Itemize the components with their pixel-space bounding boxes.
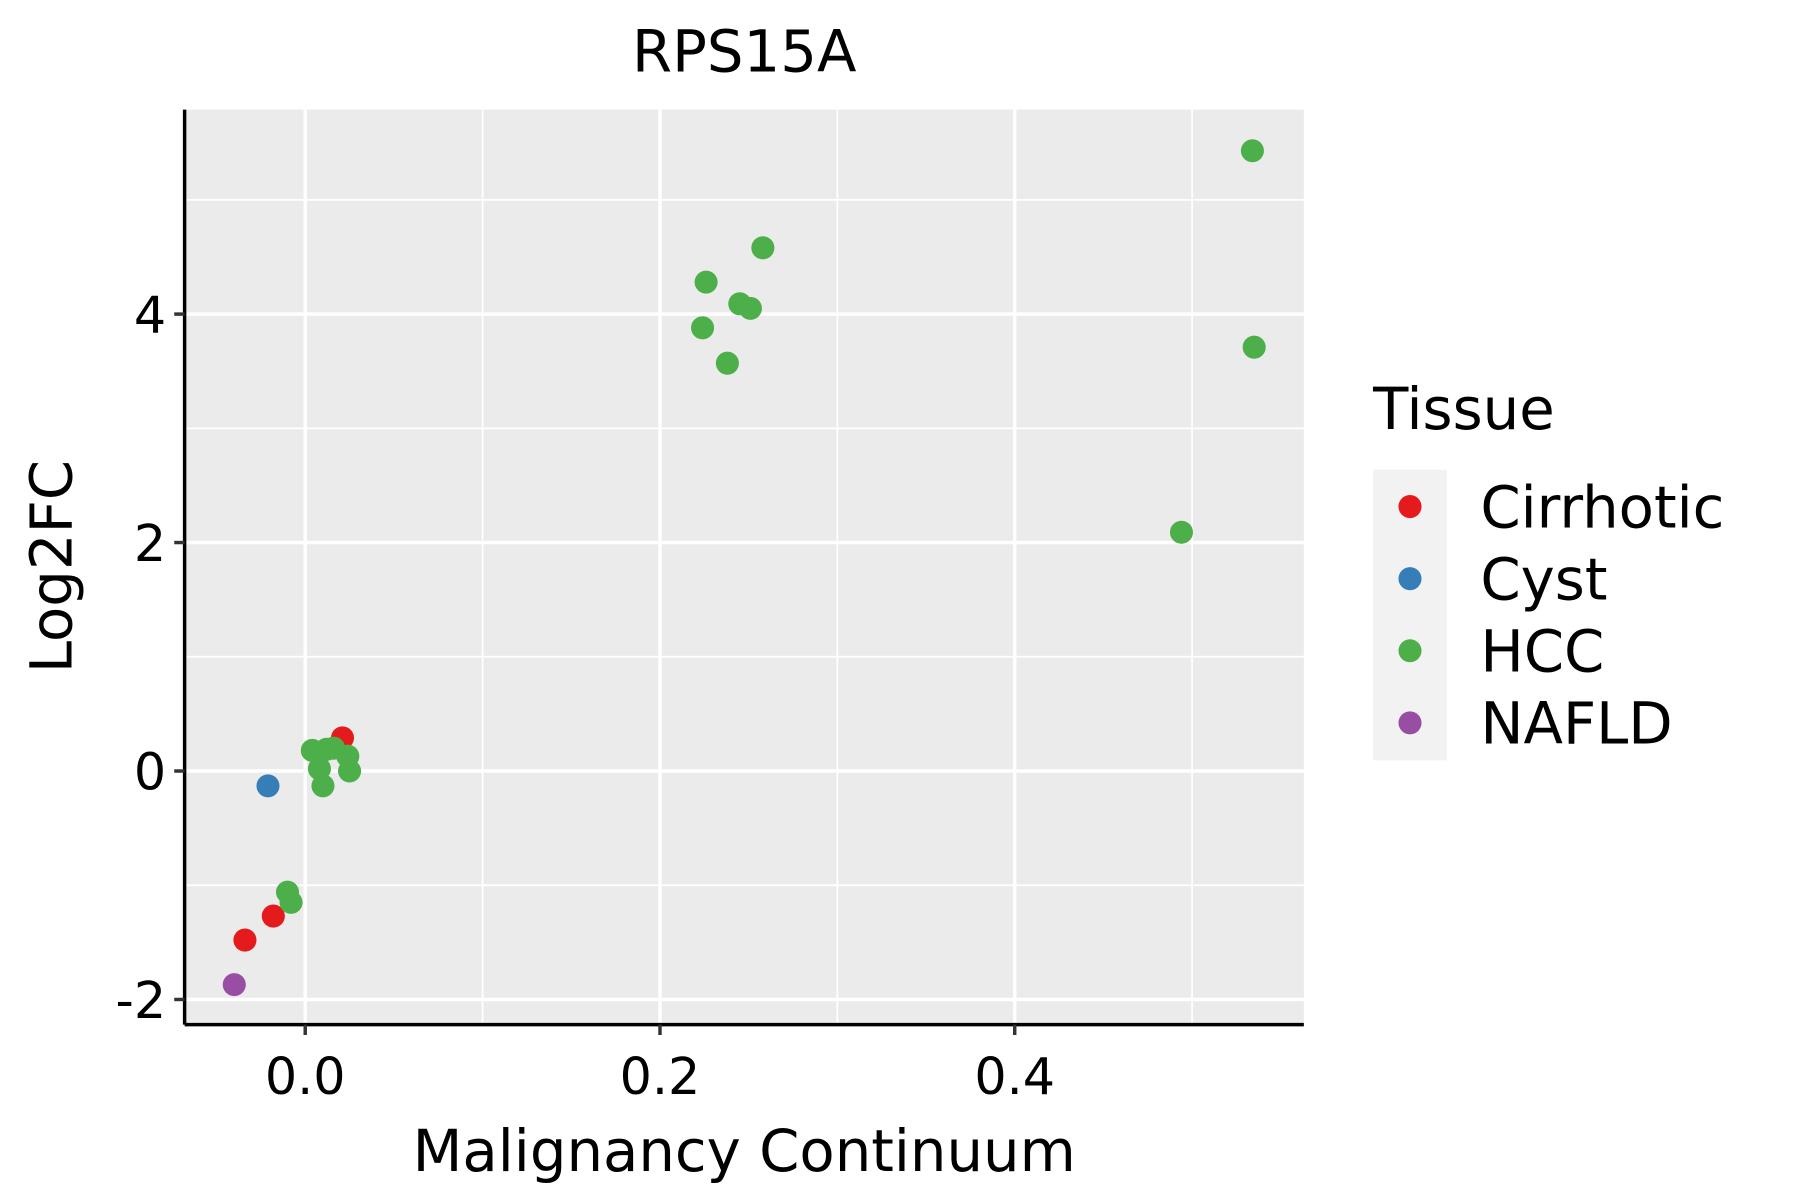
data-point-hcc [279,890,303,914]
data-point-hcc [738,296,762,320]
legend-label-cyst: Cyst [1480,545,1607,613]
legend-key-nafld [1398,711,1422,735]
data-point-hcc [338,759,362,783]
x-tick-label: 0.4 [974,1047,1055,1106]
data-point-hcc [314,737,339,761]
data-point-hcc [1240,139,1264,163]
data-point-cirrhotic [233,928,257,952]
x-axis-label: Malignancy Continuum [413,1117,1076,1185]
data-point-cirrhotic [261,904,285,928]
y-tick-label: -2 [116,971,167,1030]
x-tick-label: 0.2 [620,1047,701,1106]
data-point-hcc [1242,335,1266,359]
y-tick-label: 2 [134,514,166,573]
data-point-hcc [307,757,331,781]
data-point-hcc [311,774,335,798]
data-point-hcc [694,270,718,294]
y-axis-label: Log2FC [18,460,86,673]
legend-label-hcc: HCC [1480,618,1604,686]
data-point-hcc [751,236,775,260]
data-point-hcc [715,351,739,375]
legend-label-nafld: NAFLD [1480,690,1672,758]
chart-title: RPS15A [632,18,856,86]
legend-key-cyst [1398,567,1422,591]
legend-key-cirrhotic [1398,495,1422,519]
data-points [222,139,1266,997]
legend-title: Tissue [1372,375,1555,443]
y-tick-label: 4 [134,286,166,345]
plot-panel [184,109,1304,1025]
x-tick-label: 0.0 [265,1047,346,1106]
data-point-cyst [256,774,280,798]
data-point-nafld [222,973,246,997]
legend-key-hcc [1398,639,1422,663]
y-tick-label: 0 [134,742,166,801]
data-point-hcc [691,316,715,340]
data-point-hcc [1169,520,1193,544]
axis-ticks: 0.0 0.2 0.4 -2 0 2 4 [116,286,1056,1106]
legend-label-cirrhotic: Cirrhotic [1480,473,1724,541]
